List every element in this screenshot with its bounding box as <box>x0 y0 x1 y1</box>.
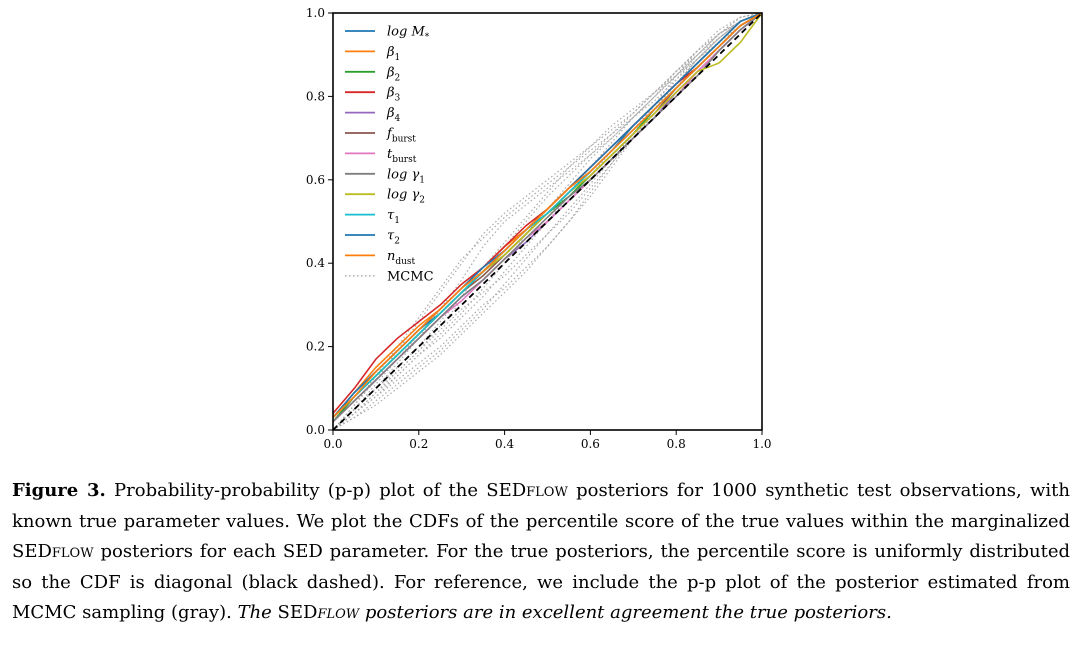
legend-label-subscript: dust <box>395 257 415 267</box>
mcmc-curve-11 <box>332 12 763 431</box>
y-tick-label: 0.6 <box>306 173 325 187</box>
legend-label-main: MCMC <box>387 269 434 284</box>
caption-sedflow-1: flow <box>526 480 568 501</box>
legend-label: ndust <box>387 249 416 267</box>
legend-label-main: β <box>386 45 395 60</box>
series-line-12 <box>332 12 763 419</box>
legend-label-subscript: 1 <box>395 53 401 63</box>
legend-label-subscript: burst <box>392 135 416 145</box>
pp-plot-figure: 0.0 0.2 0.4 0.6 0.8 1.0 0.0 0.2 0.4 0.6 0.8 1.0 log… <box>306 6 772 451</box>
legend-label-subscript: * <box>425 33 430 43</box>
legend-label: β2 <box>386 65 400 83</box>
x-tick-label: 0.4 <box>495 437 514 451</box>
legend-label-main: log γ <box>387 188 419 203</box>
mcmc-curve-7 <box>332 12 763 431</box>
legend-label: β3 <box>386 86 401 104</box>
y-tick-label: 0.0 <box>306 423 325 437</box>
legend-label-main: β <box>386 65 395 80</box>
mcmc-curve-5 <box>332 12 763 431</box>
legend-label-subscript: 2 <box>394 237 400 247</box>
legend-label-subscript: 2 <box>419 196 425 206</box>
legend-label-main: t <box>387 147 393 162</box>
legend-label-subscript: 4 <box>395 114 401 124</box>
mcmc-curve-9 <box>332 12 763 431</box>
y-tick-label: 0.2 <box>306 340 325 354</box>
legend-label: log γ1 <box>387 167 425 185</box>
legend-label-subscript: 1 <box>394 216 400 226</box>
plot-frame <box>332 12 763 431</box>
legend-label-main: β <box>386 86 395 101</box>
caption-emphasis-1: The <box>237 602 272 623</box>
series-line-8 <box>332 12 763 423</box>
legend-label-main: log γ <box>387 167 419 182</box>
y-tick-label: 1.0 <box>306 6 325 20</box>
pp-plot-chart: 0.0 0.2 0.4 0.6 0.8 1.0 0.0 0.2 0.4 0.6 0.8 1.0 log… <box>306 6 772 451</box>
y-tick-label: 0.4 <box>306 256 325 270</box>
series-curves <box>332 12 763 423</box>
legend-label-subscript: 3 <box>395 94 401 104</box>
legend-label: tburst <box>387 147 417 165</box>
legend-label: log M* <box>387 25 430 43</box>
legend-label-main: β <box>386 106 395 121</box>
caption-text-3: posteriors for each SED parameter. For t… <box>12 541 1070 623</box>
legend-label-main: τ <box>387 208 395 223</box>
caption-sedflow-3: flow <box>317 602 360 623</box>
legend-label-subscript: 1 <box>419 175 425 185</box>
x-tick-label: 0.6 <box>581 437 600 451</box>
caption-text-2: posteriors for 1000 synthetic test obser… <box>12 480 1070 562</box>
legend-label: β1 <box>386 45 400 63</box>
legend-label: τ2 <box>387 229 400 247</box>
caption-text-4: SED <box>271 602 318 623</box>
legend-label-main: n <box>387 249 395 264</box>
x-tick-label: 0.8 <box>667 437 686 451</box>
legend-label-main: f <box>386 127 394 142</box>
legend-label: fburst <box>386 127 416 145</box>
mcmc-curve-4 <box>332 12 763 431</box>
legend-label-subscript: 2 <box>395 73 401 83</box>
x-tick-label: 0.0 <box>323 437 342 451</box>
legend-label-main: log M <box>387 25 425 40</box>
legend-label: β4 <box>386 106 401 124</box>
caption-label: Figure 3. <box>12 480 106 501</box>
legend-label: log γ2 <box>387 188 425 206</box>
figure-caption: Figure 3. Probability-probability (p-p) … <box>12 476 1070 629</box>
legend-label: τ1 <box>387 208 400 226</box>
caption-sedflow-2: flow <box>51 541 94 562</box>
x-tick-label: 0.2 <box>409 437 428 451</box>
legend-label-subscript: burst <box>392 155 416 165</box>
legend-label: MCMC <box>387 269 434 284</box>
y-tick-label: 0.8 <box>306 89 325 103</box>
mcmc-curve-1 <box>332 12 763 431</box>
caption-text-1: Probability-probability (p-p) plot of th… <box>105 480 527 501</box>
legend-label-main: τ <box>387 229 395 244</box>
caption-emphasis-2: posteriors are in excellent agreement th… <box>359 602 892 623</box>
axis-ticks: 0.0 0.2 0.4 0.6 0.8 1.0 0.0 0.2 0.4 0.6 0.8 1.0 <box>306 6 772 451</box>
x-tick-label: 1.0 <box>752 437 771 451</box>
